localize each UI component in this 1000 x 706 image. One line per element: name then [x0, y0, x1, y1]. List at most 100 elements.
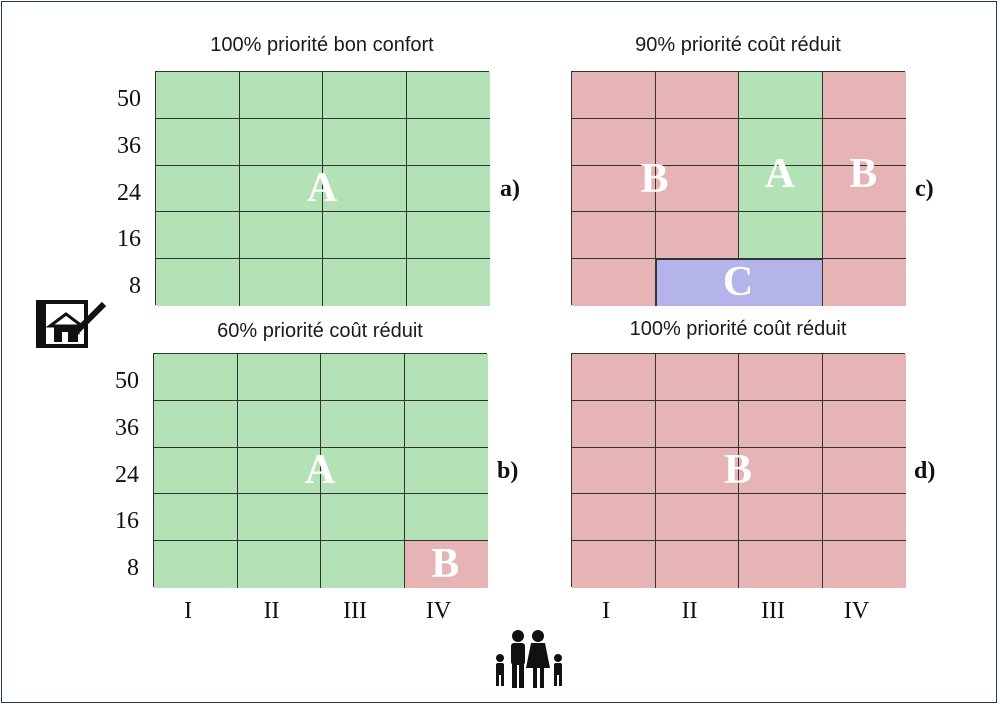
grid-cell — [323, 118, 407, 166]
x-tick-label: II — [263, 598, 280, 624]
grid-cell — [822, 165, 906, 213]
grid-cell — [739, 212, 823, 260]
panel-title: 90% priorité coût réduit — [635, 34, 841, 56]
grid-cell — [822, 354, 906, 401]
grid-cell — [404, 494, 488, 542]
grid-cell — [404, 354, 488, 401]
x-tick-label: I — [602, 598, 611, 624]
grid-cell — [239, 72, 323, 119]
y-tick-label: 50 — [117, 86, 141, 113]
grid-cell — [572, 541, 656, 588]
grid-cell — [406, 118, 490, 166]
grid-cell — [572, 118, 656, 166]
x-tick-label: III — [343, 598, 368, 624]
region-label-a: A — [306, 165, 338, 211]
grid-cell — [655, 447, 739, 495]
family-icon — [490, 628, 570, 690]
grid-cell — [655, 400, 739, 448]
y-tick-label: 36 — [117, 132, 141, 159]
grid-cell — [404, 541, 488, 588]
y-tick-label: 50 — [115, 368, 139, 395]
y-tick-label: 16 — [115, 508, 139, 535]
grid — [571, 71, 906, 306]
panel-letter: a) — [500, 176, 520, 202]
grid-cell — [572, 447, 656, 495]
y-tick-label: 16 — [117, 226, 141, 253]
house-plan-icon — [34, 298, 108, 352]
grid-cell — [655, 165, 739, 213]
grid-cell — [822, 494, 906, 542]
grid — [153, 353, 488, 588]
grid-cell — [572, 72, 656, 119]
y-tick-label: 36 — [115, 414, 139, 441]
grid-cell — [655, 541, 739, 588]
grid-cell — [572, 259, 656, 306]
region-label-b: B — [640, 155, 669, 202]
y-tick-label: 24 — [115, 461, 139, 488]
grid-cell — [572, 354, 656, 401]
grid-cell — [323, 212, 407, 260]
grid-cell — [239, 165, 323, 213]
grid-cell — [739, 447, 823, 495]
panel-letter: d) — [914, 458, 936, 484]
panel-letter: b) — [497, 458, 519, 484]
grid-cell — [237, 541, 321, 588]
grid-cell — [739, 400, 823, 448]
grid-cell — [572, 400, 656, 448]
grid-cell — [239, 212, 323, 260]
region-c-block — [655, 259, 823, 306]
x-tick-label: IV — [843, 598, 870, 624]
grid-cell — [739, 72, 823, 119]
grid-cell — [822, 400, 906, 448]
grid-cell — [739, 494, 823, 542]
panel-title: 100% priorité bon confort — [210, 34, 434, 56]
grid-cell — [739, 541, 823, 588]
grid-cell — [655, 72, 739, 119]
grid-cell — [655, 354, 739, 401]
grid-cell — [406, 212, 490, 260]
x-tick-label: III — [761, 598, 786, 624]
grid-cell — [406, 72, 490, 119]
grid-cell — [154, 494, 238, 542]
grid-cell — [572, 212, 656, 260]
x-tick-label: I — [184, 598, 193, 624]
grid-cell — [655, 118, 739, 166]
grid — [155, 71, 490, 306]
grid-cell — [237, 447, 321, 495]
grid-cell — [237, 494, 321, 542]
grid-cell — [239, 118, 323, 166]
grid-cell — [323, 72, 407, 119]
region-label-a: A — [304, 447, 336, 493]
grid-cell — [406, 165, 490, 213]
panel-title: 60% priorité coût réduit — [217, 320, 423, 342]
grid-cell — [321, 494, 405, 542]
grid-cell — [404, 447, 488, 495]
grid-cell — [156, 259, 240, 306]
grid — [571, 353, 906, 588]
grid-cell — [822, 447, 906, 495]
grid-cell — [822, 541, 906, 588]
grid-cell — [321, 400, 405, 448]
grid-cell — [154, 354, 238, 401]
region-label-b: B — [723, 447, 753, 493]
grid-cell — [655, 212, 739, 260]
y-tick-label: 8 — [127, 555, 139, 582]
grid-cell — [822, 118, 906, 166]
grid-cell — [321, 447, 405, 495]
y-tick-label: 24 — [117, 179, 141, 206]
grid-cell — [321, 354, 405, 401]
grid-cell — [822, 72, 906, 119]
grid-cell — [156, 165, 240, 213]
region-label-a: A — [764, 150, 795, 197]
grid-cell — [739, 165, 823, 213]
grid-cell — [237, 354, 321, 401]
grid-cell — [572, 494, 656, 542]
grid-cell — [822, 259, 906, 306]
grid-cell — [321, 541, 405, 588]
panel-letter: c) — [915, 176, 934, 202]
region-label-b: B — [849, 150, 878, 197]
grid-cell — [156, 212, 240, 260]
grid-cell — [323, 165, 407, 213]
grid-cell — [237, 400, 321, 448]
